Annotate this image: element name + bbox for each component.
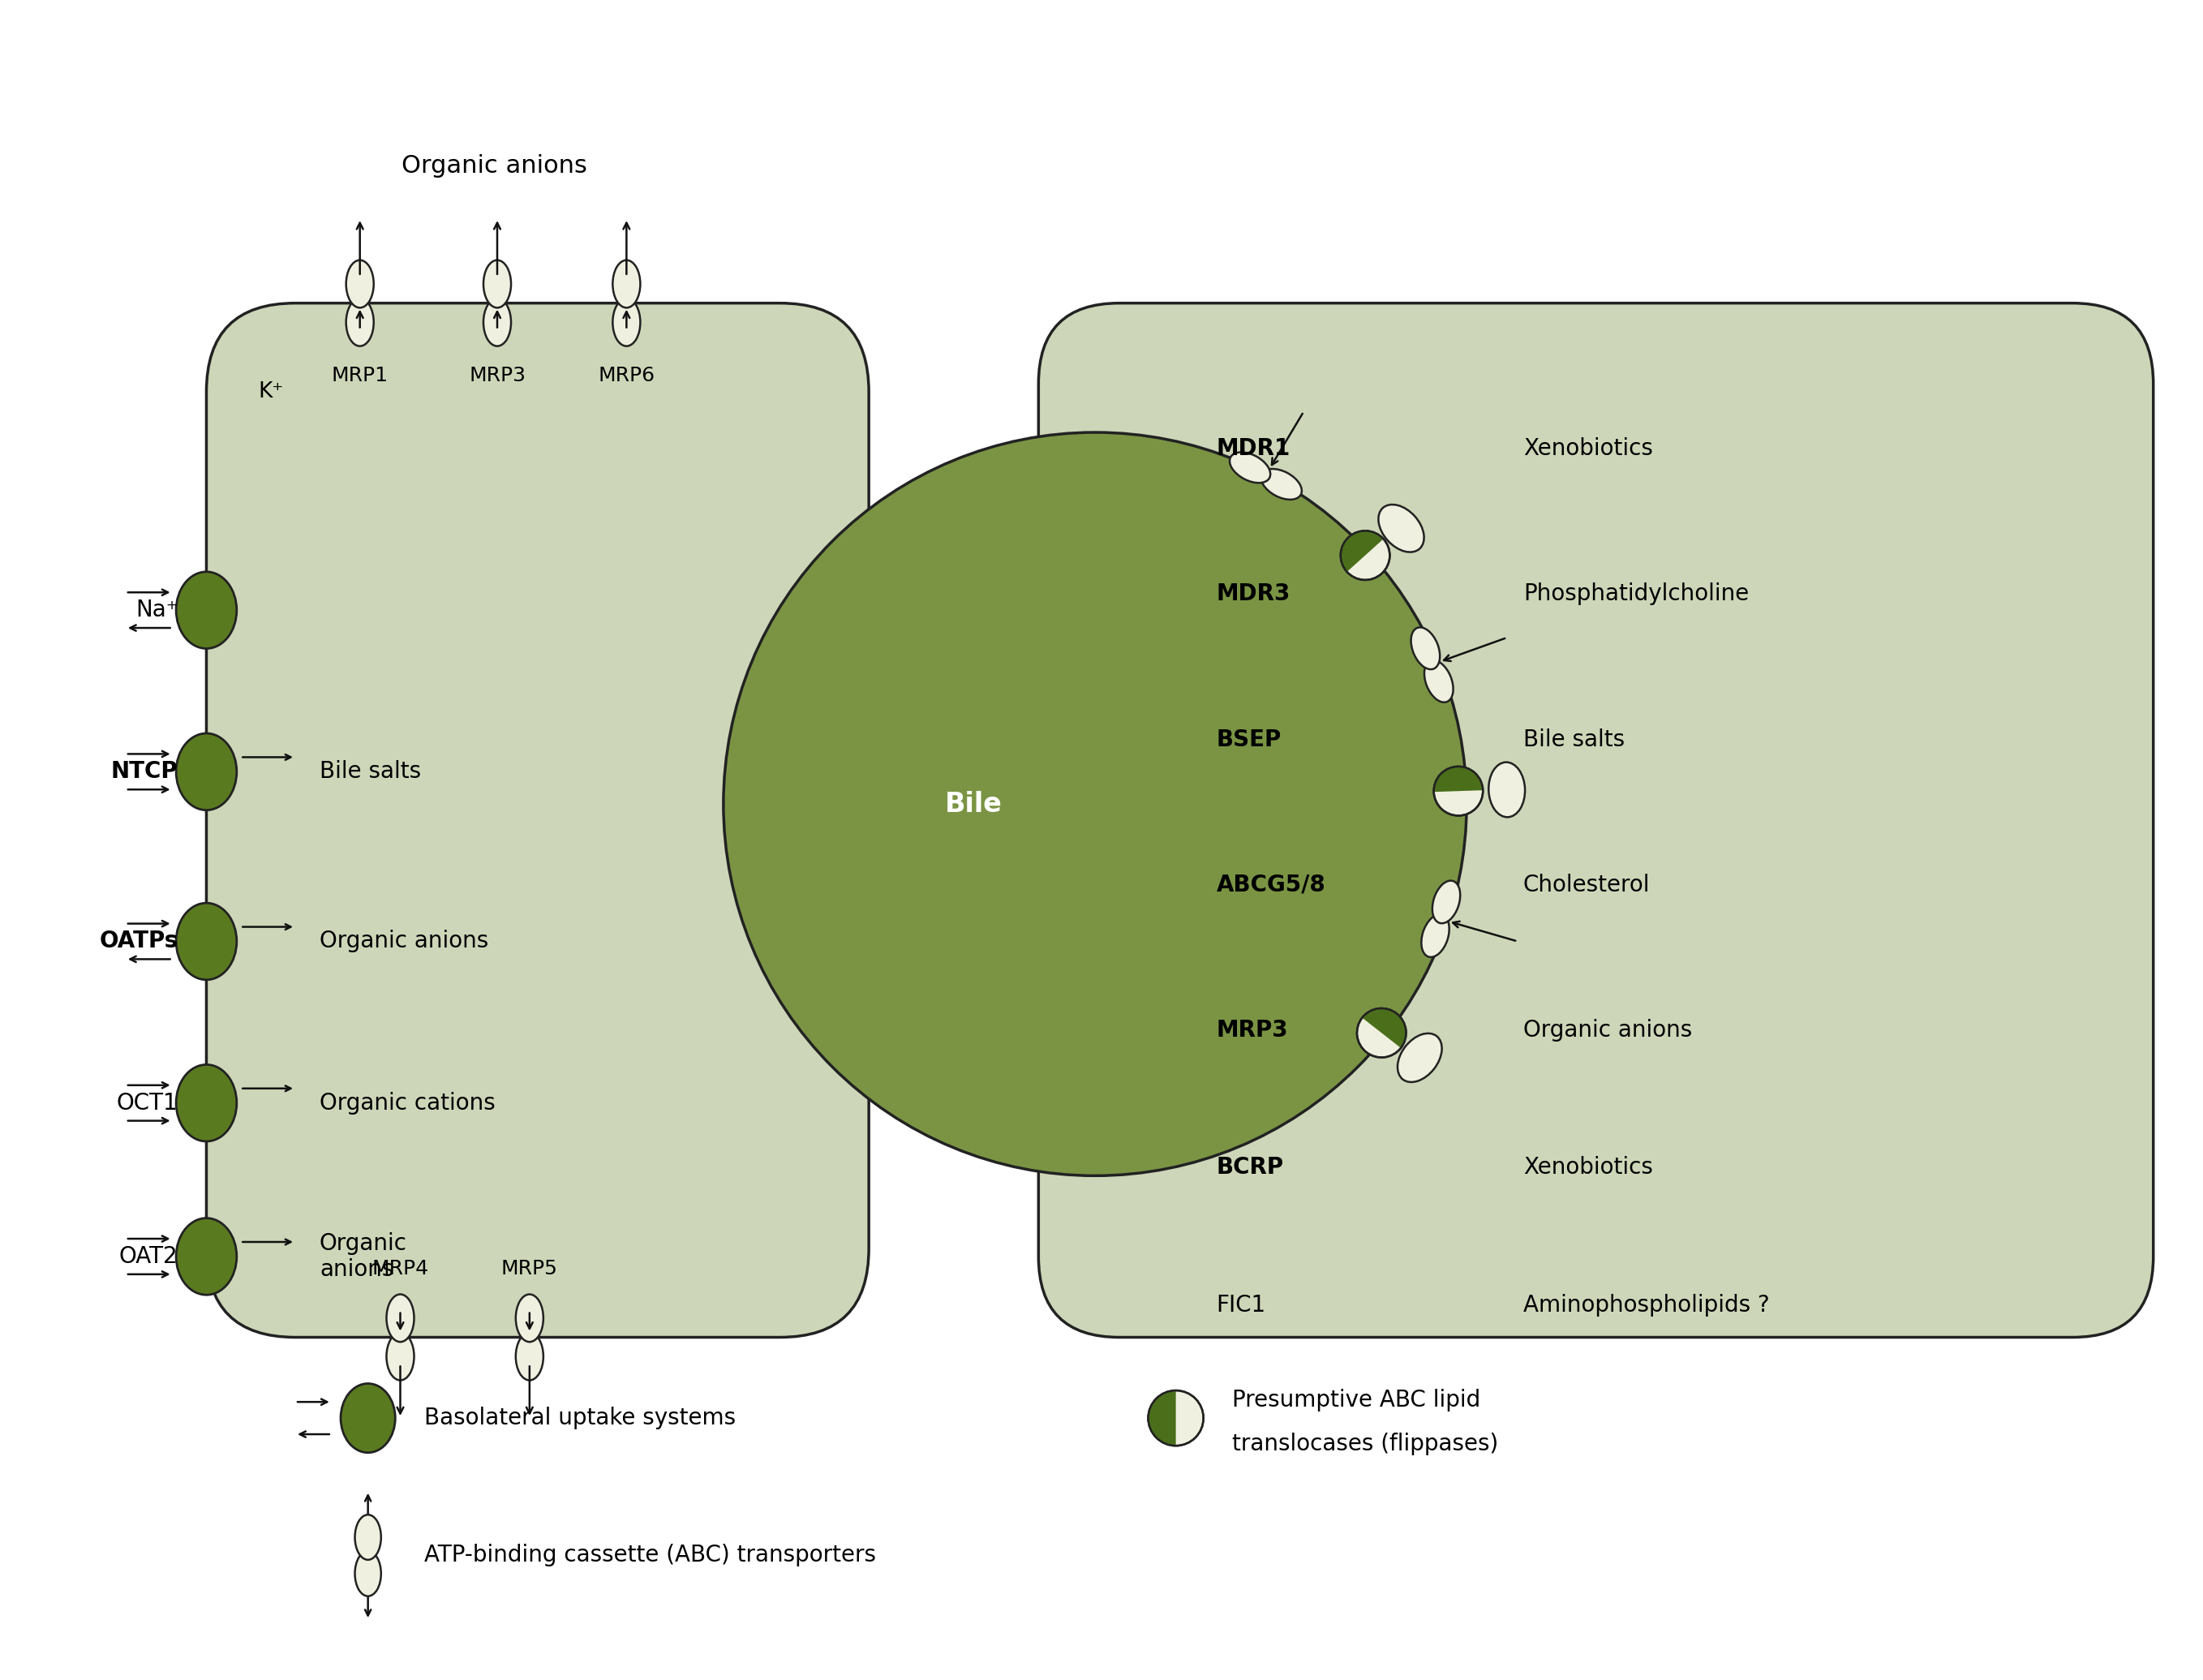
Ellipse shape — [482, 260, 511, 307]
Text: Aminophospholipids ?: Aminophospholipids ? — [1522, 1294, 1769, 1317]
Wedge shape — [1148, 1391, 1176, 1446]
Text: BCRP: BCRP — [1216, 1156, 1284, 1179]
Ellipse shape — [1432, 880, 1461, 924]
Text: Organic anions: Organic anions — [1522, 1018, 1692, 1042]
Ellipse shape — [516, 1294, 544, 1342]
Ellipse shape — [1148, 1391, 1203, 1446]
Text: ABCG5/8: ABCG5/8 — [1216, 874, 1326, 895]
Text: Na⁺: Na⁺ — [137, 598, 178, 622]
Ellipse shape — [1489, 763, 1524, 816]
Text: OAT2: OAT2 — [119, 1245, 178, 1268]
Text: Organic
anions: Organic anions — [319, 1231, 408, 1280]
Ellipse shape — [341, 1384, 394, 1453]
Ellipse shape — [1397, 1033, 1443, 1082]
Ellipse shape — [176, 1065, 236, 1141]
Text: MRP4: MRP4 — [372, 1258, 430, 1278]
Ellipse shape — [482, 299, 511, 346]
Ellipse shape — [346, 260, 375, 307]
Ellipse shape — [1410, 627, 1441, 669]
Text: Bile salts: Bile salts — [1522, 727, 1624, 751]
Ellipse shape — [516, 1332, 544, 1381]
Text: Basolateral uptake systems: Basolateral uptake systems — [425, 1406, 736, 1430]
Text: Organic cations: Organic cations — [319, 1092, 496, 1114]
Wedge shape — [1434, 766, 1483, 791]
Ellipse shape — [176, 904, 236, 979]
Text: K⁺: K⁺ — [258, 381, 284, 403]
Ellipse shape — [386, 1294, 414, 1342]
Text: MRP1: MRP1 — [330, 366, 388, 386]
Text: OCT1: OCT1 — [117, 1092, 178, 1114]
Ellipse shape — [1342, 531, 1390, 580]
Text: MRP6: MRP6 — [597, 366, 654, 386]
Ellipse shape — [612, 299, 641, 346]
Text: Organic anions: Organic anions — [319, 931, 489, 953]
Text: MDR3: MDR3 — [1216, 583, 1291, 605]
Text: Phosphatidylcholine: Phosphatidylcholine — [1522, 583, 1749, 605]
Text: NTCP: NTCP — [110, 761, 178, 783]
Ellipse shape — [176, 1218, 236, 1295]
Text: FIC1: FIC1 — [1216, 1294, 1267, 1317]
Ellipse shape — [346, 299, 375, 346]
FancyBboxPatch shape — [207, 302, 868, 1337]
Text: OATPs: OATPs — [99, 931, 178, 953]
FancyBboxPatch shape — [1038, 302, 2152, 1337]
Text: Bile: Bile — [945, 791, 1002, 818]
Text: Xenobiotics: Xenobiotics — [1522, 1156, 1652, 1179]
Circle shape — [723, 432, 1467, 1176]
Ellipse shape — [1229, 452, 1271, 482]
Ellipse shape — [386, 1332, 414, 1381]
Ellipse shape — [355, 1551, 381, 1596]
Text: BSEP: BSEP — [1216, 727, 1282, 751]
Ellipse shape — [1425, 660, 1454, 702]
Ellipse shape — [1357, 1008, 1406, 1057]
Ellipse shape — [355, 1515, 381, 1559]
Ellipse shape — [176, 734, 236, 810]
Text: MDR1: MDR1 — [1216, 437, 1291, 460]
Text: Cholesterol: Cholesterol — [1522, 874, 1650, 895]
Ellipse shape — [176, 571, 236, 648]
Text: MRP3: MRP3 — [1216, 1018, 1289, 1042]
Text: ATP-binding cassette (ABC) transporters: ATP-binding cassette (ABC) transporters — [425, 1544, 877, 1567]
Ellipse shape — [1434, 766, 1483, 815]
Text: Presumptive ABC lipid: Presumptive ABC lipid — [1231, 1389, 1480, 1411]
Ellipse shape — [1421, 914, 1450, 958]
Text: Xenobiotics: Xenobiotics — [1522, 437, 1652, 460]
Wedge shape — [1361, 1008, 1406, 1048]
Ellipse shape — [1260, 469, 1302, 499]
Text: Bile salts: Bile salts — [319, 761, 421, 783]
Ellipse shape — [612, 260, 641, 307]
Text: translocases (flippases): translocases (flippases) — [1231, 1433, 1498, 1455]
Text: Organic anions: Organic anions — [401, 155, 588, 178]
Wedge shape — [1342, 531, 1383, 571]
Text: MRP3: MRP3 — [469, 366, 527, 386]
Ellipse shape — [1379, 504, 1423, 553]
Text: MRP5: MRP5 — [502, 1258, 557, 1278]
